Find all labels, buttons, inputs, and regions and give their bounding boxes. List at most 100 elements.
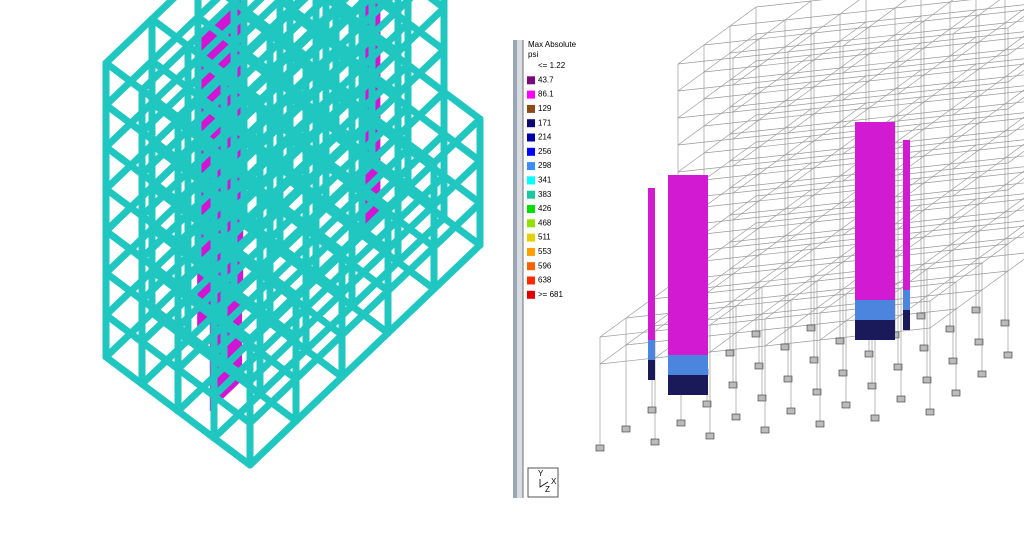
support — [702, 400, 712, 408]
wire — [1004, 89, 1024, 105]
wire — [787, 248, 815, 269]
wire — [732, 51, 789, 59]
wire — [842, 107, 870, 128]
wire — [978, 130, 1006, 151]
beam — [148, 141, 192, 176]
support — [647, 406, 657, 414]
beam — [276, 38, 320, 73]
wire — [758, 59, 815, 67]
beam — [302, 50, 356, 102]
beam — [348, 132, 402, 184]
stressed-wall — [903, 140, 910, 330]
wire — [787, 86, 815, 107]
wire — [897, 155, 925, 176]
beam — [256, 136, 310, 188]
wire — [1007, 204, 1024, 218]
wire — [1004, 62, 1024, 78]
wire — [703, 146, 760, 154]
wire — [787, 99, 844, 107]
wire — [758, 154, 786, 175]
wire — [923, 203, 980, 211]
axis-label: X — [551, 477, 557, 486]
wire — [952, 216, 1009, 224]
wire — [819, 320, 847, 341]
beam — [348, 0, 370, 16]
legend-swatch — [527, 233, 535, 242]
wire — [894, 55, 951, 63]
wire — [1007, 258, 1024, 272]
beam — [148, 15, 192, 50]
wire — [677, 125, 705, 146]
beam — [184, 126, 228, 161]
support — [815, 420, 825, 428]
wire — [735, 286, 763, 307]
wire — [1004, 128, 1024, 132]
wire — [787, 221, 815, 242]
wire — [975, 4, 1024, 11]
wire — [952, 270, 1009, 278]
beam — [102, 269, 146, 304]
wire — [978, 0, 1001, 16]
wire — [813, 13, 841, 34]
wire — [978, 117, 1024, 124]
beam — [220, 363, 264, 398]
stress-base — [648, 340, 655, 360]
wire — [981, 243, 1009, 264]
wire — [761, 294, 789, 315]
wire — [813, 94, 841, 115]
wire — [819, 293, 847, 314]
beam — [230, 166, 274, 201]
wire — [923, 14, 980, 22]
wire — [758, 275, 815, 283]
wire — [784, 175, 841, 183]
wire — [790, 307, 818, 328]
wire — [952, 257, 980, 278]
support — [1003, 351, 1013, 359]
beam — [184, 0, 238, 50]
wire — [790, 280, 818, 301]
wire — [784, 54, 812, 75]
legend-swatch — [527, 276, 535, 285]
wire — [764, 339, 821, 347]
wire — [952, 14, 980, 35]
beam — [210, 222, 264, 274]
wire — [897, 101, 925, 122]
wire — [923, 109, 951, 130]
wire — [897, 209, 925, 230]
wire — [755, 108, 812, 116]
wire — [758, 100, 786, 121]
wire — [897, 87, 954, 95]
wire — [732, 281, 760, 302]
beam — [312, 149, 356, 184]
beam — [302, 346, 346, 381]
beam — [210, 138, 264, 190]
beam — [138, 254, 182, 289]
beam — [256, 178, 310, 230]
wire — [897, 33, 954, 41]
beam — [210, 434, 254, 469]
wire — [923, 1, 951, 22]
beam — [266, 235, 310, 270]
wire — [729, 181, 786, 189]
wire — [677, 98, 705, 119]
wire — [868, 34, 896, 55]
legend-swatch — [527, 205, 535, 213]
wire — [920, 117, 977, 125]
beam — [174, 239, 218, 274]
wire — [787, 72, 844, 80]
beam — [174, 365, 218, 400]
support — [870, 414, 880, 422]
wire — [839, 48, 867, 69]
wire — [865, 96, 922, 104]
wire — [732, 65, 760, 86]
support — [919, 344, 929, 352]
wire — [949, 76, 1006, 84]
wire — [810, 21, 867, 29]
wire — [949, 36, 977, 57]
wire — [926, 276, 954, 297]
beam — [102, 311, 146, 346]
wire — [975, 85, 1024, 92]
beam — [210, 96, 264, 148]
wire — [761, 280, 818, 288]
support — [806, 324, 816, 332]
